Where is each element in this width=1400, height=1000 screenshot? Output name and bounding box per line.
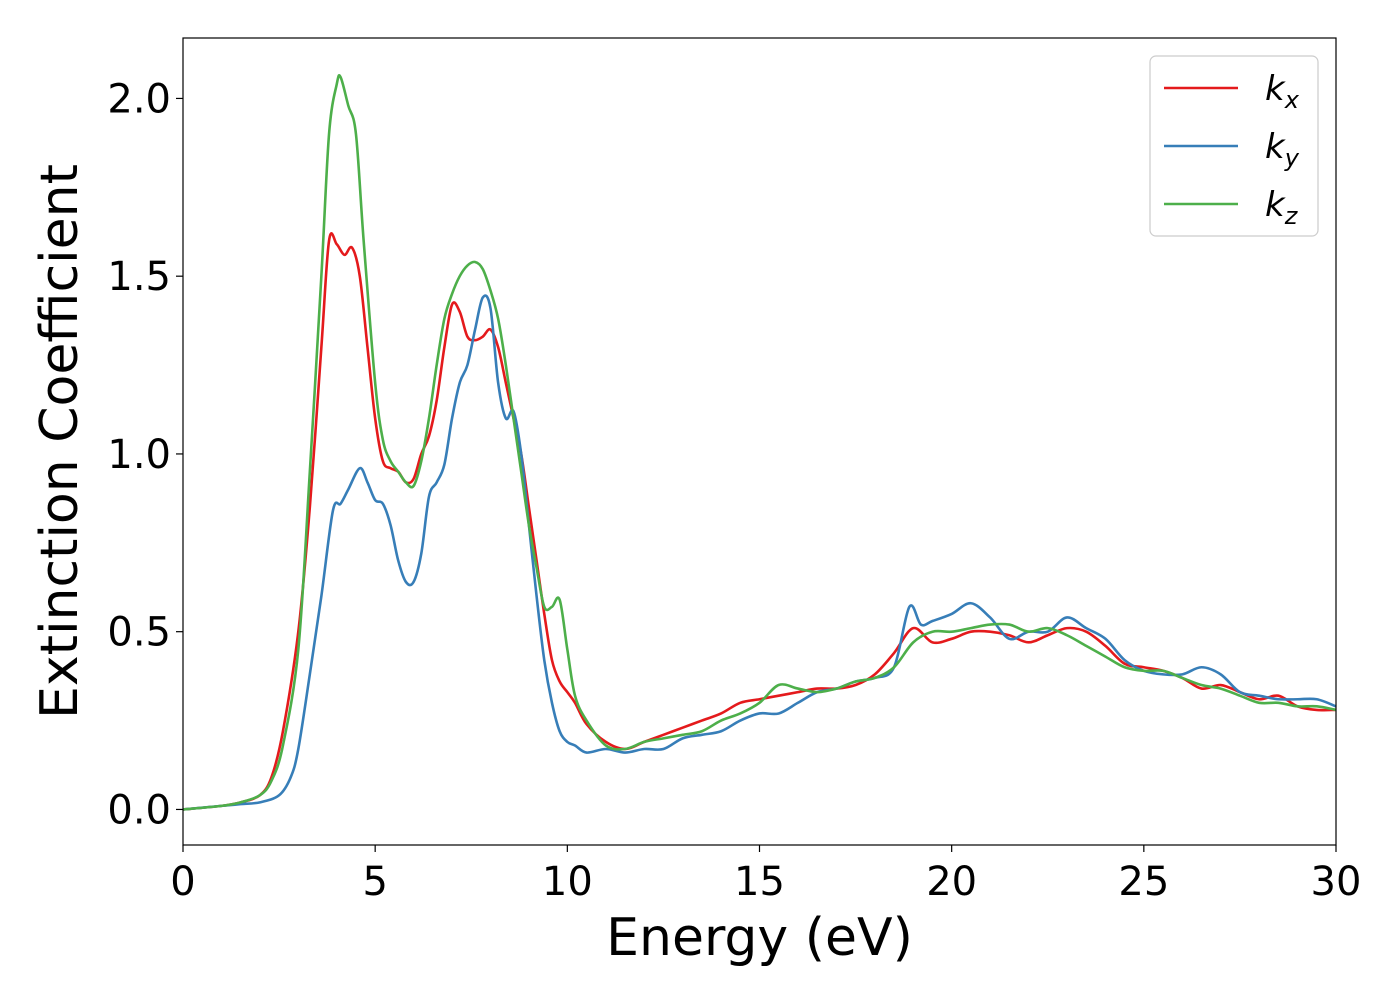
y-tick-label: 2.0 (107, 76, 171, 122)
y-tick-label: 1.0 (107, 432, 171, 478)
x-axis-label: Energy (eV) (606, 908, 913, 968)
legend: kx ky kz (1149, 55, 1319, 237)
x-tick-label: 0 (170, 859, 195, 905)
series-layer (183, 73, 1336, 811)
legend-label-k-y: ky (1265, 127, 1300, 172)
series-line-k-y (183, 294, 1336, 811)
x-tick-label: 5 (362, 859, 387, 905)
ticks-layer: 0 5 10 15 20 25 30 0.0 0.5 1.0 1.5 2.0 (107, 76, 1361, 905)
x-tick-label: 10 (542, 859, 593, 905)
x-tick-label: 30 (1311, 859, 1362, 905)
x-tick-label: 25 (1118, 859, 1169, 905)
legend-label-k-z: kz (1265, 185, 1299, 230)
series-line-k-x (183, 232, 1336, 811)
y-tick-label: 1.5 (107, 254, 171, 300)
y-tick-label: 0.0 (107, 787, 171, 833)
y-axis-label: Extinction Coefficient (30, 164, 90, 719)
series-line-k-z (183, 73, 1336, 811)
y-tick-label: 0.5 (107, 610, 171, 656)
legend-label-k-x: kx (1265, 69, 1300, 114)
x-tick-label: 20 (926, 859, 977, 905)
x-tick-label: 15 (734, 859, 785, 905)
